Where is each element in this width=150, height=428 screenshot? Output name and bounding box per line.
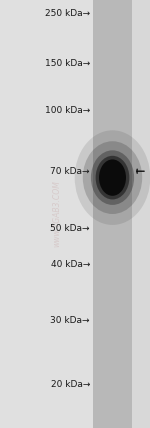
Text: 150 kDa→: 150 kDa→: [45, 59, 90, 68]
Ellipse shape: [83, 141, 142, 214]
Text: 70 kDa→: 70 kDa→: [51, 166, 90, 176]
Ellipse shape: [99, 160, 126, 196]
Text: www.TGAB3.COM: www.TGAB3.COM: [52, 181, 62, 247]
Ellipse shape: [91, 150, 134, 205]
Text: 30 kDa→: 30 kDa→: [51, 315, 90, 325]
Ellipse shape: [96, 156, 129, 199]
Ellipse shape: [75, 131, 150, 225]
Text: 20 kDa→: 20 kDa→: [51, 380, 90, 389]
Bar: [93, 0, 132, 428]
Text: 250 kDa→: 250 kDa→: [45, 9, 90, 18]
Bar: [0, 0, 93, 428]
Text: 40 kDa→: 40 kDa→: [51, 260, 90, 269]
Text: 50 kDa→: 50 kDa→: [51, 224, 90, 234]
Text: 100 kDa→: 100 kDa→: [45, 106, 90, 115]
